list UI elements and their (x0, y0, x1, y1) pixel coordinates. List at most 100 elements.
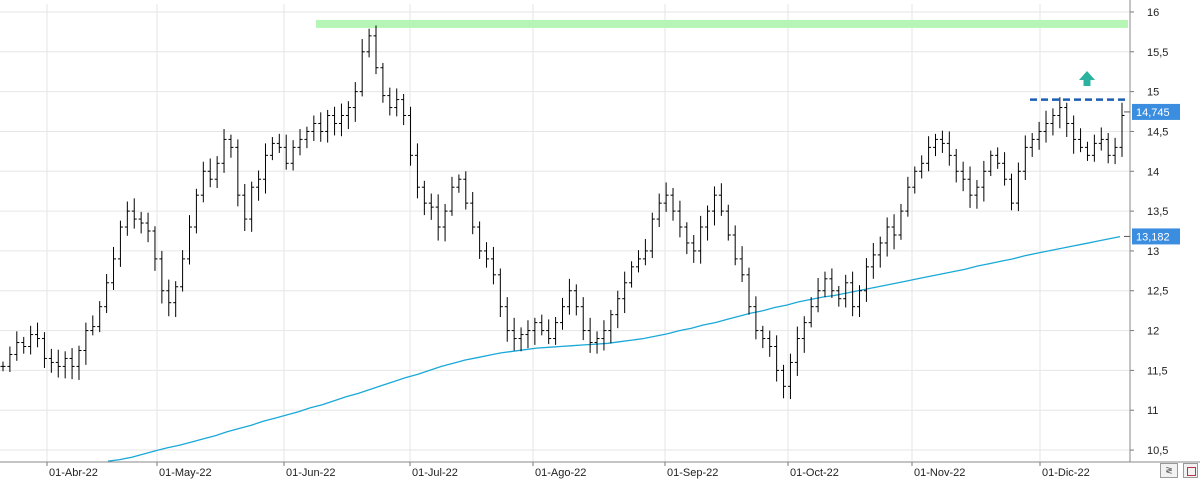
scroll-button[interactable] (1183, 463, 1198, 478)
ohlc-bar (794, 326, 800, 376)
resistance-band-rect (316, 19, 1128, 28)
ohlc-bar (200, 161, 206, 203)
moving-average-line (107, 235, 1121, 462)
y-tick-label: 11 (1147, 405, 1158, 417)
ohlc-bar (1091, 134, 1097, 162)
ohlc-bar (104, 274, 110, 314)
ohlc-bar (960, 161, 966, 192)
ohlc-bar (974, 180, 980, 209)
ohlc-bar (933, 133, 938, 157)
ohlc-bar (822, 271, 828, 298)
ohlc-bar (256, 170, 262, 201)
ohlc-bar (1043, 110, 1049, 143)
ohlc-bar (152, 226, 158, 271)
ohlc-bar (580, 297, 586, 341)
ohlc-bar (774, 335, 780, 382)
ohlc-bar (988, 150, 994, 177)
ohlc-bar (684, 222, 690, 255)
ohlc-bar (905, 176, 911, 217)
ohlc-bar (490, 246, 496, 285)
ohlc-bar (207, 158, 213, 188)
y-tick-label: 15 (1147, 87, 1159, 99)
ohlc-bar (325, 109, 331, 143)
ohlc-bar (877, 236, 883, 268)
ohlc-bar (946, 131, 952, 166)
ohlc-bar (953, 148, 959, 183)
x-tick-label: 01-Dic-22 (1042, 467, 1090, 479)
ohlc-bar (815, 278, 821, 313)
ohlc-bar (808, 297, 814, 328)
ohlc-bar (1105, 133, 1111, 164)
x-tick-label: 01-Oct-22 (790, 467, 839, 479)
ohlc-bar (456, 174, 462, 193)
ohlc-bar (0, 361, 6, 372)
ohlc-bar (394, 88, 400, 117)
ohlc-bar (891, 214, 897, 250)
price-tag: 13,182 (1124, 228, 1180, 245)
y-tick-label: 12 (1147, 326, 1159, 338)
ohlc-bar (926, 136, 932, 172)
ohlc-bar (836, 285, 842, 307)
grid (0, 4, 1130, 462)
ohlc-bar (228, 134, 234, 158)
ohlc-bar (428, 193, 434, 220)
ohlc-bar (1036, 121, 1042, 150)
ohlc-bar (117, 220, 123, 267)
ohlc-bar (366, 28, 372, 58)
x-tick-label: 01-Sep-22 (667, 467, 718, 479)
ohlc-bar (525, 320, 531, 349)
ohlc-bar (1008, 173, 1014, 211)
ohlc-bar (111, 246, 117, 290)
ohlc-bar (732, 225, 738, 266)
ohlc-bar (318, 112, 324, 142)
ohlc-bar (753, 296, 759, 340)
ohlc-bar (725, 204, 731, 241)
ohlc-bar (435, 194, 441, 241)
ohlc-bar (414, 143, 420, 199)
y-tick-label: 14,5 (1147, 126, 1168, 138)
ohlc-bar (781, 364, 787, 399)
ohlc-bar (787, 353, 793, 400)
ohlc-bar (691, 234, 697, 263)
ohlc-bar (484, 242, 490, 268)
ohlc-bar (698, 215, 704, 264)
ohlc-bar (829, 268, 835, 298)
zoom-button[interactable]: ≷ (1160, 463, 1178, 478)
ohlc-bar (553, 317, 559, 345)
ohlc-bar (69, 348, 75, 380)
ohlc-bar (642, 238, 648, 266)
ohlc-bar (221, 129, 227, 173)
ohlc-bar (863, 258, 869, 302)
ohlc-bar (62, 351, 68, 379)
ohlc-bar (608, 309, 614, 344)
ohlc-bar (338, 103, 344, 137)
ohlc-bars (0, 25, 1125, 400)
ohlc-bar (670, 187, 676, 221)
ohlc-bar (90, 315, 96, 336)
ohlc-bar (746, 267, 752, 315)
ohlc-bar (497, 268, 503, 318)
ohlc-bar (470, 191, 476, 235)
ohlc-bar (421, 180, 427, 216)
ohlc-bar (511, 317, 517, 351)
moving-average (107, 235, 1121, 462)
y-tick-label: 13 (1147, 246, 1159, 258)
ohlc-bar (401, 94, 407, 126)
ohlc-bar (28, 325, 34, 355)
ohlc-bar (124, 201, 130, 236)
ohlc-bar (138, 211, 144, 234)
ohlc-bar (97, 301, 103, 333)
ohlc-bar (594, 331, 600, 354)
ohlc-bar (967, 166, 973, 208)
ohlc-bar (373, 25, 379, 75)
x-tick-label: 01-Jul-22 (412, 467, 458, 479)
ohlc-bar (21, 336, 27, 354)
ohlc-bar (166, 279, 172, 317)
ohlc-bar (1022, 135, 1028, 181)
ohlc-bar (131, 198, 137, 229)
ohlc-bar (41, 332, 47, 369)
ohlc-bar (332, 106, 338, 136)
ohlc-bar (463, 171, 469, 210)
arrow-up-icon (1079, 71, 1095, 86)
